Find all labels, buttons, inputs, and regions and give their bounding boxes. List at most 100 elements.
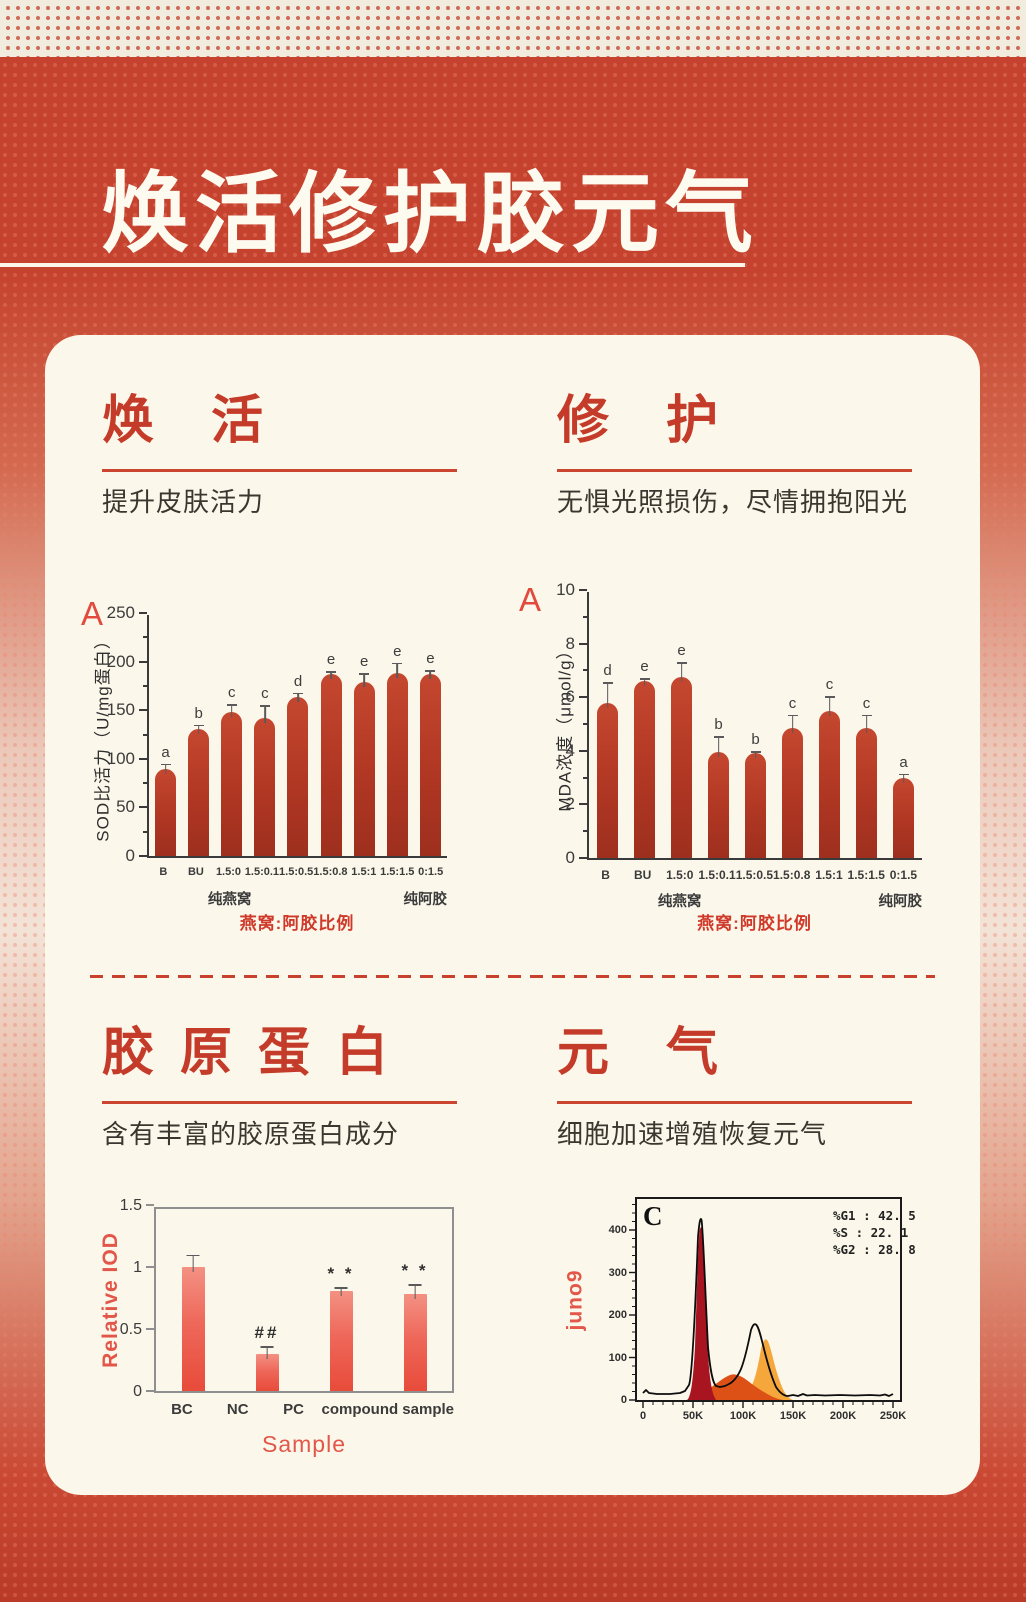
bar-column: b <box>700 592 737 858</box>
bar-column: d <box>281 615 314 856</box>
category-label: 1.5:0.8 <box>313 866 348 878</box>
y-minor-tick <box>143 733 148 736</box>
error-cap <box>326 671 337 674</box>
bar <box>255 1353 279 1391</box>
mda-bar-chart: 0 2 4 6 8 10 d e e b b c c c a <box>556 580 922 867</box>
significance-label: e <box>360 653 369 671</box>
group-label: 纯燕窝 <box>207 892 252 908</box>
error-line <box>429 670 432 680</box>
group-labels: 纯燕窝 纯阿胶 <box>147 888 447 909</box>
error-line <box>192 1254 194 1272</box>
error-line <box>330 671 332 680</box>
flow-y-tick-label: 400 <box>608 1224 627 1236</box>
category-label: 1.5:0.1 <box>244 866 280 878</box>
bar <box>634 681 655 858</box>
error-bar <box>898 773 909 783</box>
mda-y-axis-label: MDA浓度（μmol/g） <box>555 640 575 812</box>
y-minor-tick <box>583 776 588 779</box>
bar-column: b <box>737 592 774 858</box>
content-card: 焕 活 提升皮肤活力 修 护 无惧光照损伤，尽情拥抱阳光 胶原蛋白 含有丰富的胶… <box>45 335 980 1495</box>
y-tick <box>579 589 587 591</box>
y-minor-tick <box>143 636 148 639</box>
flow-y-tick-label: 100 <box>608 1351 627 1364</box>
error-line <box>717 736 720 758</box>
group-label <box>373 888 403 909</box>
bar <box>155 768 177 856</box>
error-bar <box>226 704 237 718</box>
iod-bar-chart: 0 0.5 1 1.5 ## * * * * <box>120 1197 454 1400</box>
error-cap <box>259 705 270 708</box>
category-label: 1.5:0 <box>215 866 242 878</box>
bars-row: ## * * * * <box>156 1209 452 1391</box>
error-cap <box>639 677 650 680</box>
section-title-vitality: 元 气 <box>557 1025 741 1082</box>
y-tick-label: 200 <box>106 651 135 671</box>
bars-row: d e e b b c c c a <box>589 592 922 858</box>
y-tick <box>139 855 147 857</box>
dashed-divider <box>90 975 935 978</box>
category-label: 1.5:0.1 <box>698 868 736 882</box>
group-label <box>251 888 281 909</box>
y-minor-tick <box>583 830 588 833</box>
cellcycle-chart <box>629 1197 902 1408</box>
bar-column: c <box>774 592 811 858</box>
bar-column: e <box>381 615 414 856</box>
section-title-collagen: 胶原蛋白 <box>102 1025 415 1082</box>
bar-column: * * <box>304 1209 378 1391</box>
bar <box>782 728 803 858</box>
bar <box>745 753 766 858</box>
error-cap <box>676 662 687 665</box>
y-tick <box>146 1204 154 1206</box>
y-tick-label: 2 <box>565 794 575 814</box>
significance-label: b <box>751 730 760 748</box>
section-vitality: 元 气 细胞加速增殖恢复元气 <box>557 1025 937 1151</box>
error-bar <box>193 724 204 734</box>
error-cap <box>408 1284 422 1287</box>
group-label: 纯阿胶 <box>403 892 447 908</box>
section-subtitle-revitalize: 提升皮肤活力 <box>102 487 265 517</box>
group-label <box>843 890 878 911</box>
error-bar <box>824 695 835 716</box>
significance-label: d <box>293 672 303 690</box>
bar <box>287 696 309 856</box>
group-label <box>622 890 657 911</box>
title-underline <box>0 263 745 267</box>
top-dotted-strip <box>0 0 1026 57</box>
error-cap <box>713 736 724 738</box>
y-tick-label: 8 <box>565 633 575 653</box>
y-tick <box>146 1390 154 1392</box>
error-line <box>606 682 609 708</box>
y-tick-label: 250 <box>106 603 135 622</box>
axis-ticks <box>629 1204 894 1408</box>
y-tick-label: 0 <box>133 1383 142 1400</box>
category-labels: B BU 1.5:0 1.5:0.1 1.5:0.5 1.5:0.8 1.5:1 1.5:1.… <box>587 868 922 882</box>
category-labels: B BU 1.5:0 1.5:0.1 1.5:0.5 1.5:0.8 1.5:1 1.5:1.… <box>147 866 447 878</box>
cellcycle-curves <box>629 1204 894 1408</box>
section-subtitle-collagen: 含有丰富的胶原蛋白成分 <box>102 1119 400 1149</box>
significance-label: d <box>603 662 612 680</box>
group-label: 纯阿胶 <box>878 894 922 910</box>
cellcycle-stats: %G1 : 42. 5 %S : 22. 1 %G2 : 28. 8 <box>833 1207 943 1258</box>
significance-label: a <box>161 743 170 761</box>
category-label: PC <box>283 1401 304 1418</box>
bar-column: c <box>215 615 248 856</box>
y-tick <box>139 612 147 614</box>
significance-label: c <box>228 684 236 702</box>
bar <box>221 712 243 856</box>
flow-x-tick-label: 200K <box>829 1410 857 1422</box>
category-label: 1.5:0.5 <box>735 868 774 882</box>
bar <box>386 673 408 856</box>
bar <box>403 1294 427 1391</box>
group-label <box>772 890 807 911</box>
error-cap <box>787 714 798 717</box>
error-cap <box>824 695 835 698</box>
y-minor-tick <box>143 830 148 833</box>
error-cap <box>392 662 403 665</box>
significance-label: e <box>677 642 686 660</box>
flow-x-tick-label: 150K <box>779 1410 807 1422</box>
error-line <box>791 714 794 734</box>
group-label <box>312 888 342 909</box>
error-bar <box>408 1284 422 1300</box>
bar-column: b <box>182 615 215 856</box>
section-collagen: 胶原蛋白 含有丰富的胶原蛋白成分 <box>102 1025 482 1151</box>
